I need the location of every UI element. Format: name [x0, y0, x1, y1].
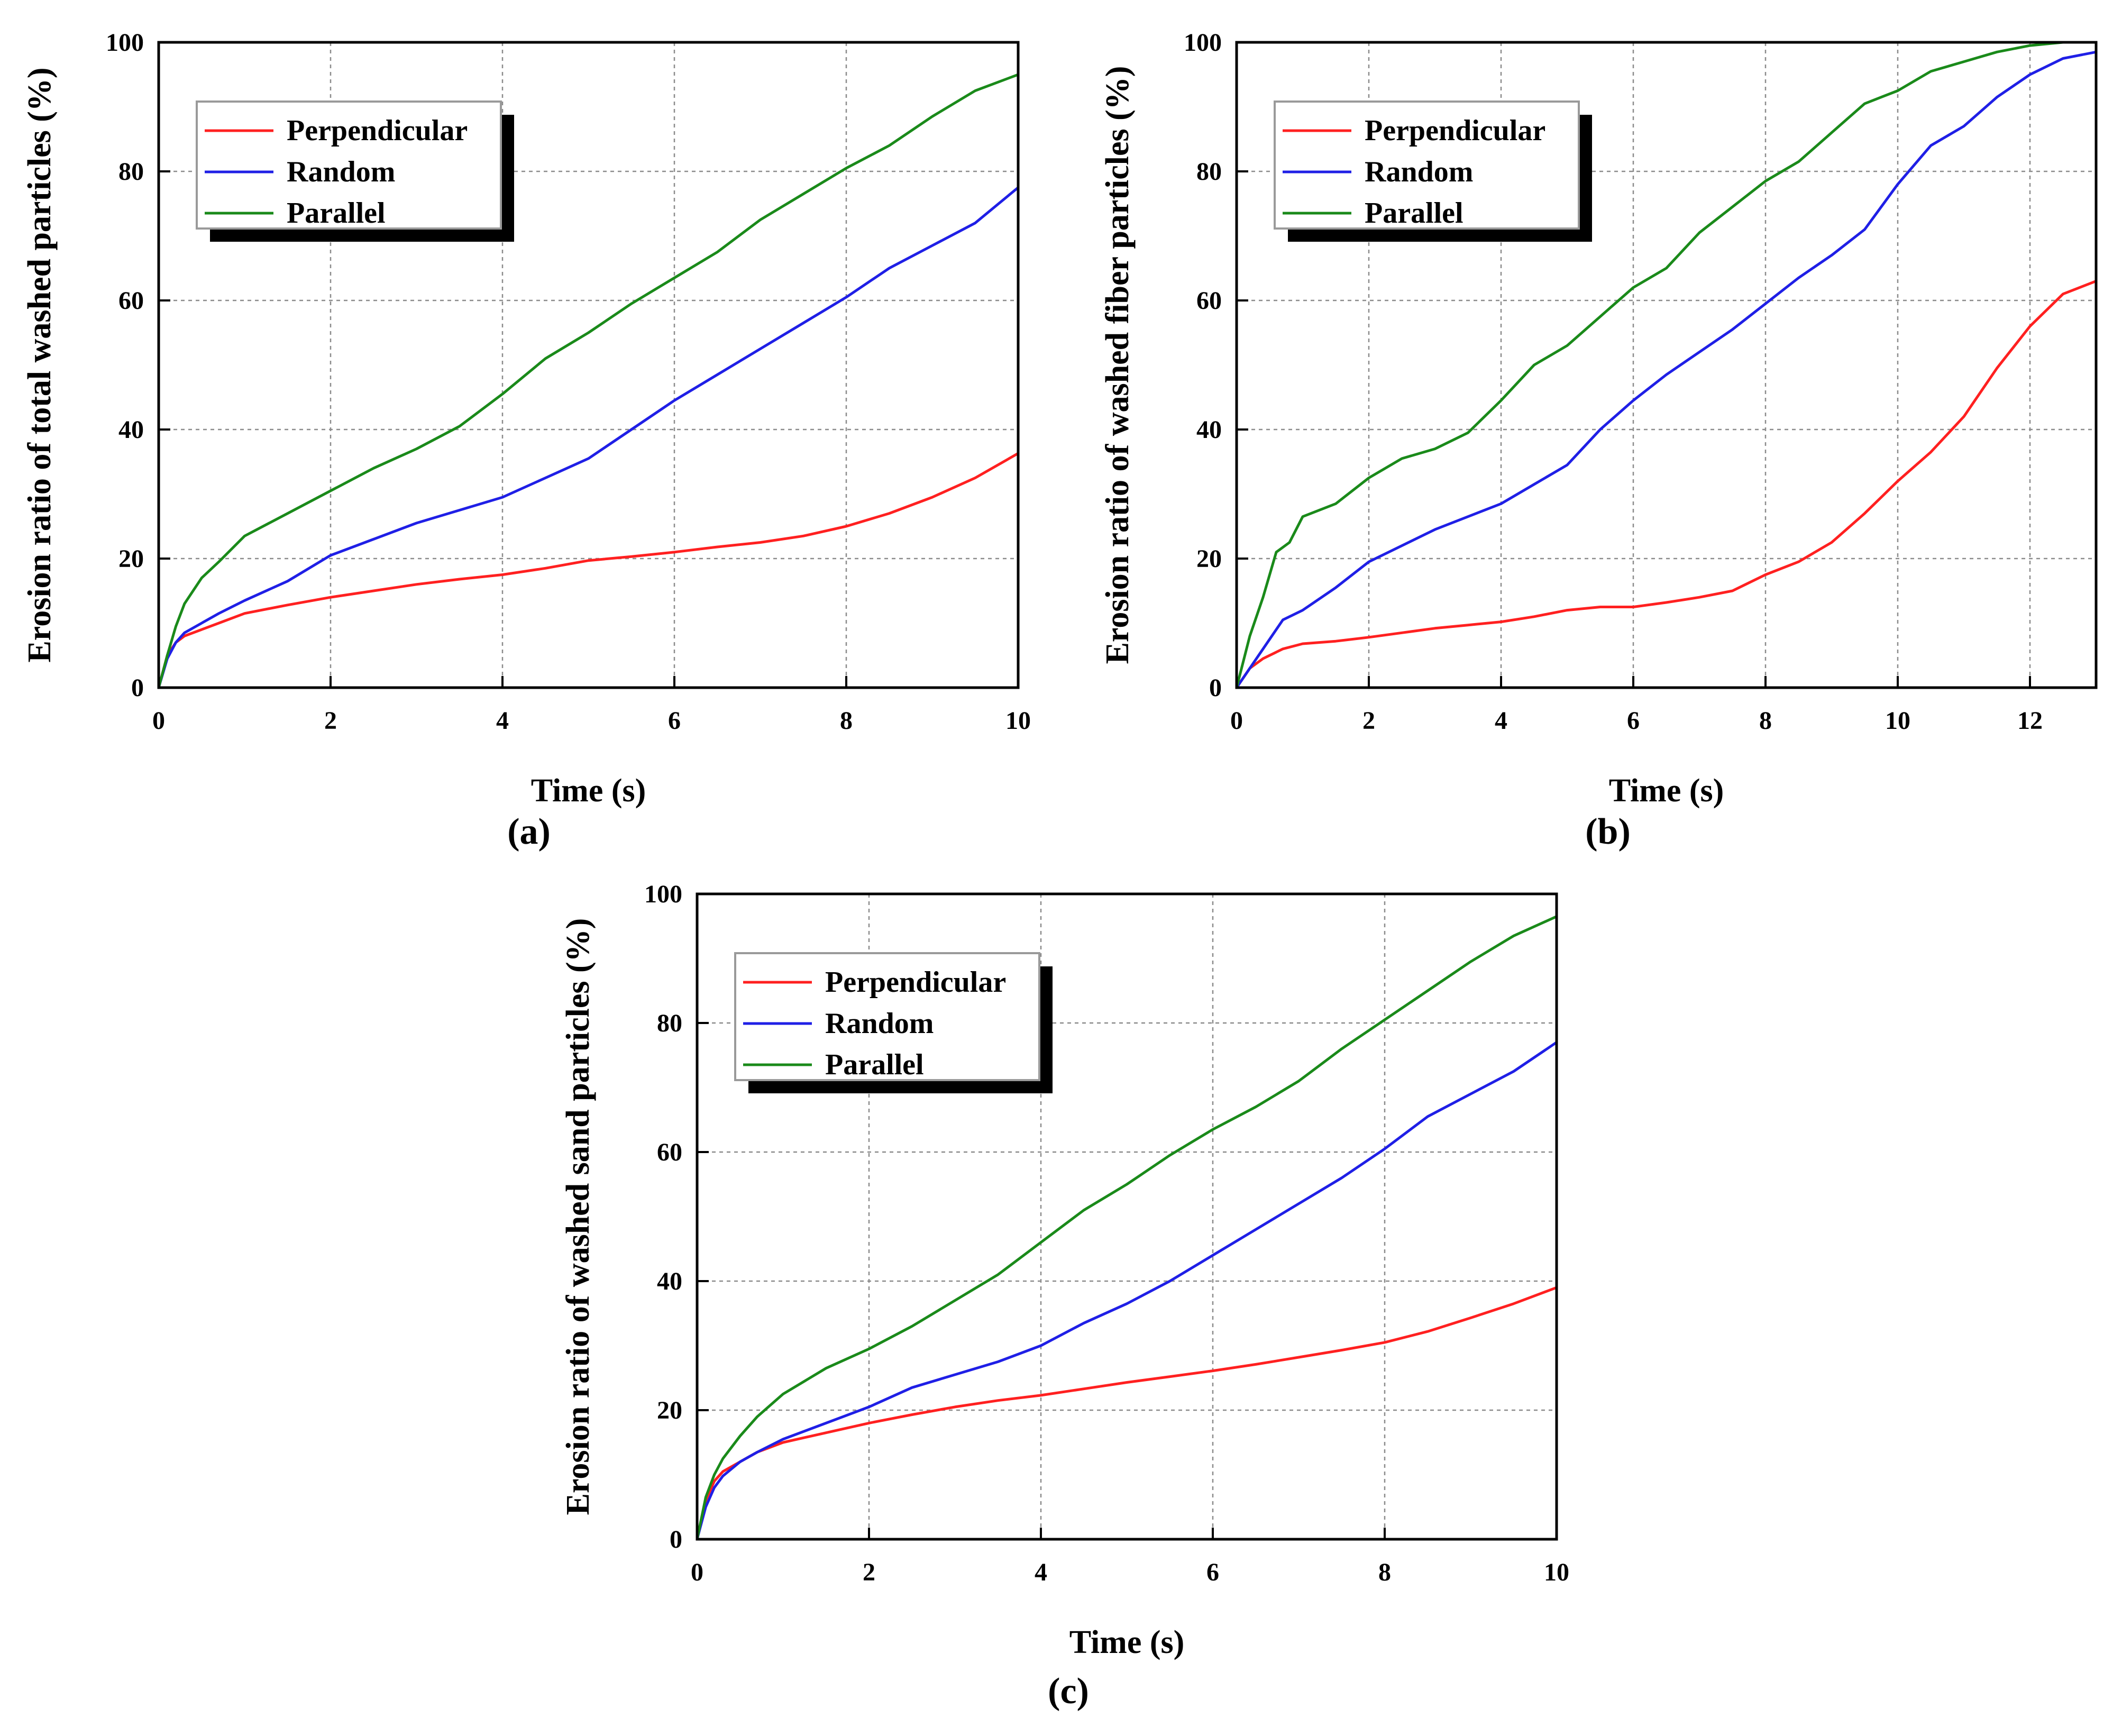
x-axis-label: Time (s): [1069, 1624, 1185, 1660]
legend-label: Perpendicular: [1365, 114, 1545, 147]
plot-frame: [157, 41, 1020, 689]
y-tick-label: 0: [131, 674, 144, 702]
y-tick-label: 100: [1184, 29, 1222, 57]
x-tick-label: 0: [152, 707, 165, 735]
y-tick-label: 20: [118, 545, 144, 573]
x-tick-label: 4: [496, 707, 509, 735]
y-tick-label: 100: [106, 29, 144, 57]
y-tick-label: 80: [118, 158, 144, 186]
y-tick-label: 60: [1196, 287, 1222, 315]
y-tick-label: 40: [118, 416, 144, 444]
x-tick-label: 2: [1362, 707, 1375, 735]
series-line-perpendicular: [696, 1286, 1558, 1541]
plot-frame: [1235, 41, 2098, 689]
series-line-parallel: [157, 73, 1020, 689]
legend-label: Parallel: [287, 197, 386, 230]
series-line-random: [696, 1041, 1558, 1541]
y-tick-label: 60: [118, 287, 144, 315]
legend-box: [1274, 100, 1580, 230]
x-tick-label: 8: [1378, 1558, 1391, 1586]
legend-label: Perpendicular: [825, 966, 1006, 999]
x-tick-label: 0: [1230, 707, 1243, 735]
legend-box: [196, 100, 502, 230]
panel-caption: (a): [507, 811, 551, 852]
series-line-random: [1235, 50, 2098, 689]
x-tick-label: 4: [1495, 707, 1507, 735]
y-axis-label: Erosion ratio of washed fiber particles …: [1100, 66, 1136, 664]
x-axis-label: Time (s): [531, 773, 646, 809]
series-line-parallel: [1235, 41, 2098, 689]
x-tick-label: 4: [1035, 1558, 1047, 1586]
x-tick-label: 8: [1759, 707, 1772, 735]
series-line-perpendicular: [1235, 279, 2098, 689]
y-tick-label: 100: [644, 880, 682, 908]
panel-caption: (b): [1585, 811, 1631, 852]
y-tick-label: 0: [670, 1525, 682, 1554]
x-tick-label: 10: [1885, 707, 1910, 735]
x-tick-label: 10: [1005, 707, 1031, 735]
x-axis-label: Time (s): [1609, 773, 1724, 809]
y-tick-label: 80: [657, 1009, 682, 1037]
legend-label: Random: [825, 1007, 934, 1040]
panel-caption: (c): [1048, 1671, 1089, 1712]
x-tick-label: 8: [840, 707, 853, 735]
legend-box: [734, 952, 1040, 1081]
legend-label: Parallel: [825, 1048, 924, 1081]
legend-label: Parallel: [1365, 197, 1464, 230]
x-tick-label: 2: [324, 707, 337, 735]
y-tick-label: 60: [657, 1138, 682, 1166]
series-line-perpendicular: [157, 452, 1020, 689]
x-tick-label: 6: [1627, 707, 1640, 735]
x-tick-label: 0: [691, 1558, 703, 1586]
y-axis-label: Erosion ratio of total washed particles …: [22, 67, 58, 662]
chart-b: 0 2 4 6 8 10 12 0 20 40 60 80 100 Time (s) Erosion rat…: [1100, 29, 2098, 852]
y-axis-label: Erosion ratio of washed sand particles (…: [560, 918, 596, 1515]
y-tick-label: 20: [657, 1396, 682, 1424]
series-line-parallel: [696, 915, 1558, 1541]
y-tick-label: 80: [1196, 158, 1222, 186]
x-tick-label: 12: [2017, 707, 2043, 735]
x-tick-label: 6: [1206, 1558, 1219, 1586]
y-tick-label: 0: [1209, 674, 1222, 702]
y-tick-label: 20: [1196, 545, 1222, 573]
x-tick-label: 2: [863, 1558, 875, 1586]
x-tick-label: 10: [1544, 1558, 1569, 1586]
legend-label: Random: [287, 156, 395, 188]
legend-label: Perpendicular: [287, 114, 468, 147]
y-tick-label: 40: [1196, 416, 1222, 444]
legend-label: Random: [1365, 156, 1473, 188]
x-tick-label: 6: [668, 707, 681, 735]
plot-frame: [696, 892, 1558, 1541]
series-line-random: [157, 186, 1020, 689]
y-tick-label: 40: [657, 1267, 682, 1295]
